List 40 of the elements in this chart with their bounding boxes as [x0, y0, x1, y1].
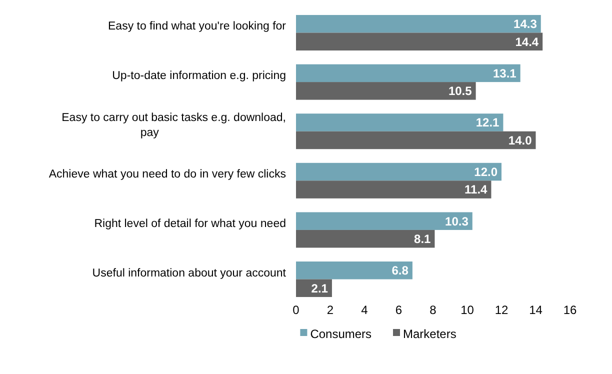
bar [296, 64, 520, 82]
y-tick-label: Easy to find what you're looking for [108, 20, 286, 33]
y-tick-label: Up-to-date information e.g. pricing [112, 70, 286, 82]
data-label: 2.1 [311, 281, 328, 296]
legend-label: Marketers [403, 327, 456, 342]
y-tick-label: Achieve what you need to do in very few clicks [48, 168, 286, 181]
data-label: 8.1 [414, 232, 432, 246]
data-label: 12.0 [474, 164, 498, 179]
legend-label: Consumers [310, 327, 372, 342]
y-tick-label: Easy to carry out basic tasks e.g. download, pay [62, 112, 286, 139]
data-label: 13.1 [492, 66, 517, 80]
bar [296, 14, 541, 33]
x-tick-label: 8 [430, 303, 437, 317]
y-tick-label: Right level of detail for what you need [94, 218, 286, 230]
data-label: 10.5 [448, 84, 472, 98]
data-label: 12.1 [476, 116, 500, 130]
y-tick-label: Useful information about your account [92, 267, 287, 280]
bar [296, 114, 504, 132]
data-label: 11.4 [464, 182, 488, 197]
bar [296, 32, 543, 50]
x-tick-label: 12 [494, 303, 508, 317]
bar [296, 82, 476, 100]
bar [296, 230, 435, 248]
data-label: 10.3 [445, 214, 469, 228]
bar [296, 131, 536, 150]
x-tick-label: 10 [460, 303, 474, 317]
x-tick-label: 4 [361, 303, 368, 317]
x-tick-label: 14 [529, 303, 543, 317]
bar [296, 180, 492, 198]
x-tick-label: 6 [395, 303, 402, 317]
bar [296, 212, 472, 230]
bar [296, 162, 502, 181]
data-label: 14.3 [514, 17, 538, 32]
data-label: 14.0 [508, 133, 532, 148]
bar [296, 262, 412, 280]
x-tick-label: 2 [326, 303, 334, 317]
x-tick-label: 0 [292, 303, 300, 317]
x-tick-label: 16 [563, 303, 577, 317]
data-label: 14.4 [515, 34, 539, 49]
data-label: 6.8 [392, 264, 409, 278]
